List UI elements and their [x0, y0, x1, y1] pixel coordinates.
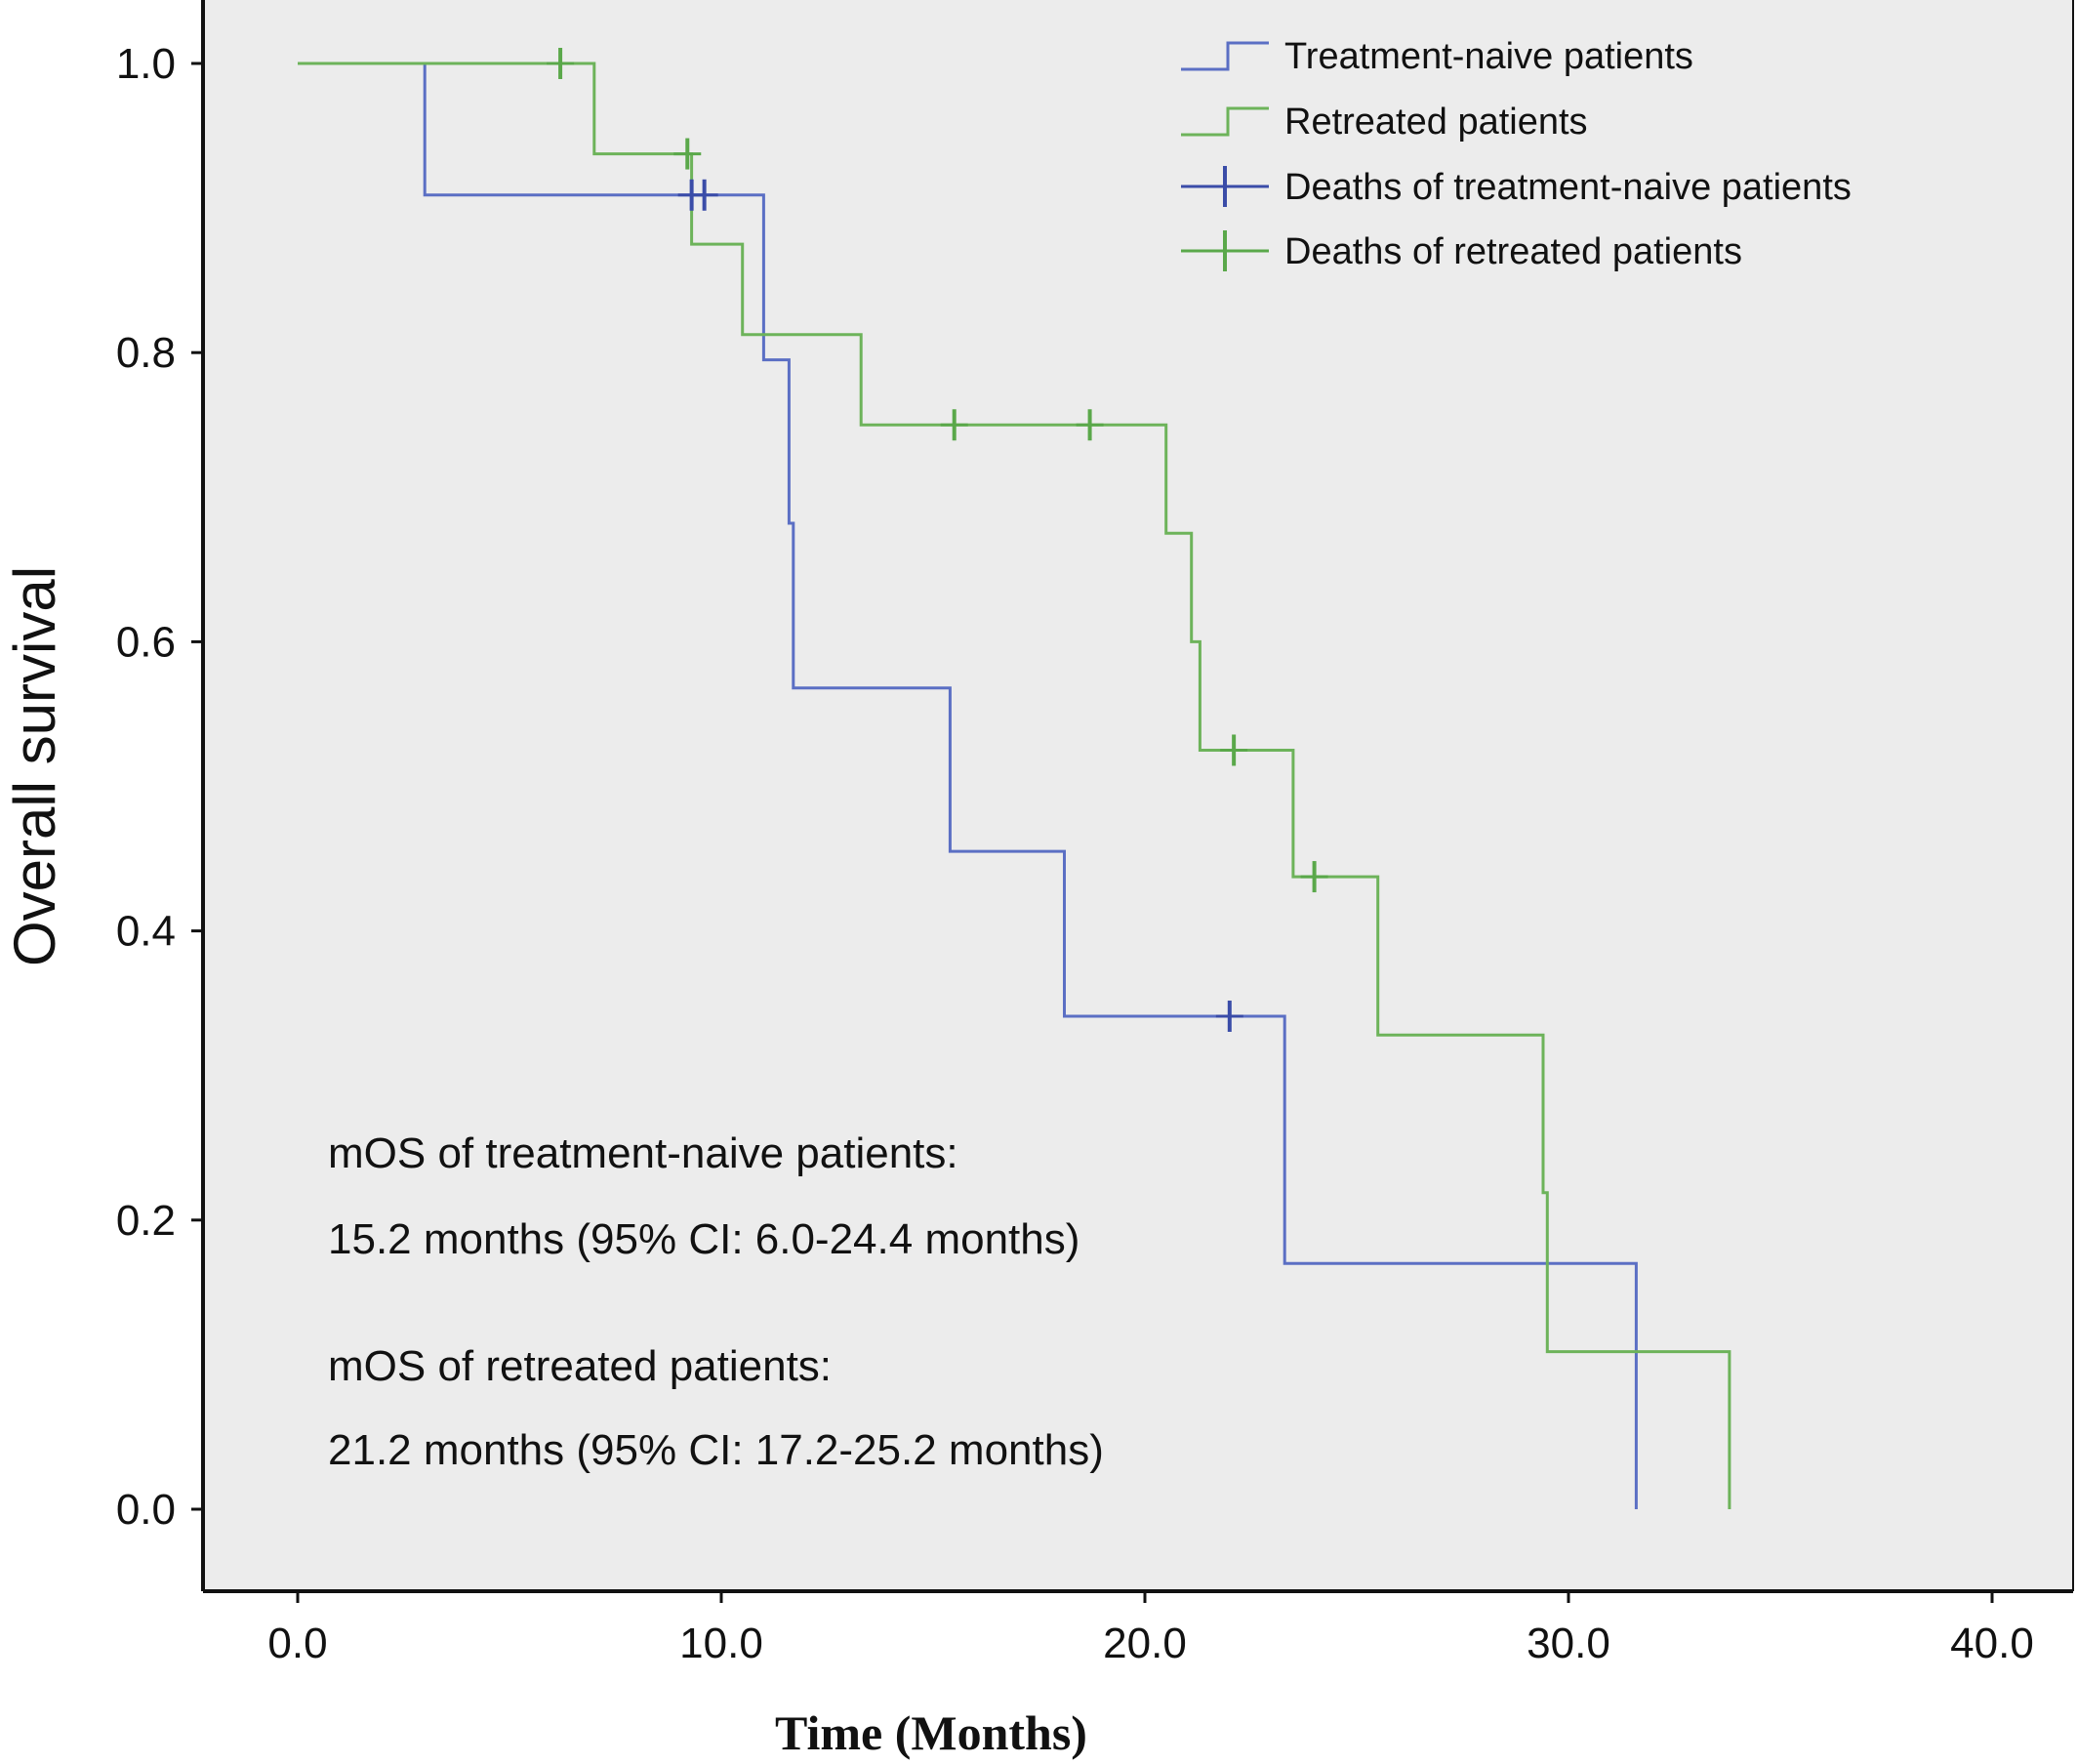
censor-mark [1300, 861, 1328, 893]
annotation-mos-retreated-title: mOS of retreated patients: [328, 1342, 832, 1390]
censor-mark [1076, 409, 1104, 441]
censor-marks [547, 48, 1328, 1032]
y-axis-ticks: 0.0 0.2 0.4 0.6 0.8 1.0 [116, 40, 203, 1534]
legend-swatch-retreated [1181, 106, 1269, 137]
y-axis-label: Overall survival [2, 566, 67, 966]
censor-mark [940, 409, 968, 441]
legend-swatch-deaths-treatment-naive [1181, 166, 1269, 207]
censor-mark [1215, 1000, 1243, 1032]
legend-swatch-treatment-naive [1181, 41, 1269, 71]
x-tick-label: 40.0 [1950, 1620, 2034, 1667]
x-tick-label: 0.0 [267, 1620, 327, 1667]
y-tick-label: 0.2 [116, 1197, 176, 1245]
legend-label-deaths-treatment-naive: Deaths of treatment-naive patients [1284, 167, 1852, 208]
x-tick-label: 30.0 [1527, 1620, 1610, 1667]
legend-label-deaths-retreated: Deaths of retreated patients [1284, 231, 1742, 272]
censor-mark [547, 48, 575, 79]
y-tick-label: 0.4 [116, 908, 176, 956]
y-tick-label: 1.0 [116, 40, 176, 88]
censor-mark [673, 138, 702, 170]
plot-area [203, 0, 2073, 1591]
y-tick-label: 0.8 [116, 329, 176, 377]
annotation-mos-naive-value: 15.2 months (95% CI: 6.0-24.4 months) [328, 1215, 1079, 1263]
survival-curve-treatment-naive [298, 62, 1638, 1509]
median-os-annotations: mOS of treatment-naive patients: 15.2 mo… [328, 1129, 1104, 1474]
annotation-mos-naive-title: mOS of treatment-naive patients: [328, 1129, 958, 1177]
x-tick-label: 20.0 [1103, 1620, 1187, 1667]
survival-curves [298, 62, 1731, 1509]
x-axis-ticks: 0.0 10.0 20.0 30.0 40.0 [267, 1591, 2034, 1667]
legend: Treatment-naive patients Retreated patie… [1181, 36, 1852, 272]
annotation-mos-retreated-value: 21.2 months (95% CI: 17.2-25.2 months) [328, 1426, 1104, 1474]
y-tick-label: 0.0 [116, 1486, 176, 1534]
censor-mark [690, 179, 718, 211]
censor-mark [1220, 734, 1248, 766]
x-axis-label: Time (Months) [775, 1705, 1087, 1760]
survival-curve-retreated [298, 62, 1731, 1509]
legend-swatch-deaths-retreated [1181, 230, 1269, 271]
x-tick-label: 10.0 [679, 1620, 763, 1667]
legend-label-treatment-naive: Treatment-naive patients [1284, 36, 1693, 77]
y-tick-label: 0.6 [116, 618, 176, 666]
legend-label-retreated: Retreated patients [1284, 102, 1588, 143]
